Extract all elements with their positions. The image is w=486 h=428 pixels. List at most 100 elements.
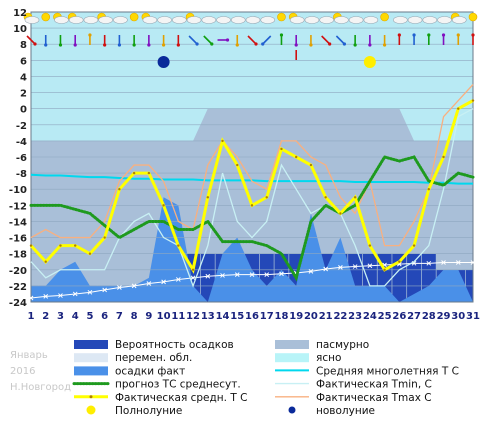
x-tick-label: 9 xyxy=(145,311,152,322)
wind-arrow-head xyxy=(471,33,475,37)
x-tick-label: 26 xyxy=(392,311,406,322)
x-tick-label: 7 xyxy=(116,311,123,322)
grid-layer xyxy=(30,11,474,303)
wind-arrow-head xyxy=(342,42,346,46)
x-tick-label: 22 xyxy=(333,311,347,322)
wind-arrow-head xyxy=(73,43,77,47)
legend-swatch xyxy=(275,353,309,363)
wind-arrow-icon xyxy=(26,35,36,45)
line-layer xyxy=(28,84,476,301)
cross-marker xyxy=(72,291,78,297)
cross-marker xyxy=(441,260,446,265)
actual-mean-point xyxy=(398,260,401,263)
x-tick-label: 24 xyxy=(363,311,377,322)
wind-arrow-icon xyxy=(203,35,213,45)
cross-marker xyxy=(146,281,152,286)
y-tick-label: -16 xyxy=(9,234,27,245)
x-tick-label: 28 xyxy=(422,311,436,322)
actual-mean-point xyxy=(250,204,254,207)
cross-marker xyxy=(352,264,358,269)
cross-marker xyxy=(220,273,225,278)
actual-mean-point xyxy=(353,196,357,199)
wind-arrow-head xyxy=(353,43,357,47)
actual-mean-point xyxy=(44,260,47,263)
legend-swatch xyxy=(288,406,296,414)
actual-mean-point xyxy=(236,163,239,167)
y-tick-label: -18 xyxy=(9,250,27,261)
y-tick-label: 2 xyxy=(20,89,27,100)
legend-label: пасмурно xyxy=(316,339,369,351)
cross-marker xyxy=(264,272,270,277)
cross-marker xyxy=(205,273,211,279)
y-tick-label: -6 xyxy=(16,153,27,164)
cloud-icon xyxy=(334,16,349,24)
sun-icon xyxy=(41,12,51,22)
legend-swatch xyxy=(275,340,309,349)
cloud-icon xyxy=(142,16,158,24)
actual-mean-point xyxy=(412,244,416,247)
wind-arrow-head xyxy=(176,43,180,47)
x-tick-label: 23 xyxy=(348,311,362,322)
y-tick-label: -20 xyxy=(9,266,27,277)
y-tick-label: 8 xyxy=(20,40,27,51)
cross-marker xyxy=(117,285,122,290)
cloud-icon xyxy=(113,16,128,24)
x-tick-label: 8 xyxy=(131,311,138,322)
cross-marker xyxy=(455,260,461,265)
actual-mean-point xyxy=(147,171,151,175)
legend-label: новолуние xyxy=(316,405,375,417)
x-tick-label: 27 xyxy=(407,311,421,322)
wind-arrow-head xyxy=(456,33,460,37)
x-tick-label: 29 xyxy=(437,311,451,322)
legend-label: осадки факт xyxy=(115,365,185,377)
actual-mean-point xyxy=(191,268,195,271)
cross-marker xyxy=(234,272,240,277)
cloud-icon xyxy=(304,16,320,24)
x-tick-label: 3 xyxy=(57,311,64,322)
side-caption: Январь 2016 Н.Новгород xyxy=(10,350,71,393)
actual-mean-point xyxy=(59,244,62,247)
x-tick-label: 14 xyxy=(216,311,230,322)
x-tick-label: 12 xyxy=(186,311,200,322)
wind-arrow-icon xyxy=(262,35,272,45)
cross-marker xyxy=(131,283,137,289)
wind-arrow-head xyxy=(88,33,92,37)
legend-label: Фактическая Tmin, C xyxy=(316,379,432,391)
legend-swatch xyxy=(74,340,108,349)
wind-arrow-head xyxy=(328,42,332,46)
x-tick-label: 15 xyxy=(230,311,244,322)
x-tick-label: 19 xyxy=(289,311,303,322)
legend-label: Вероятность осадков xyxy=(115,339,234,351)
plot-frame xyxy=(30,11,474,303)
sun-icon xyxy=(277,12,286,22)
actual-mean-point xyxy=(383,268,386,271)
actual-mean-point xyxy=(177,244,180,247)
y-tick-label: -22 xyxy=(9,282,27,293)
axis-layer: 121086420-2-4-6-8-10-12-14-16-18-20-22-2… xyxy=(9,8,480,322)
x-tick-label: 13 xyxy=(201,311,215,322)
wind-arrow-head xyxy=(132,43,136,47)
x-tick-label: 10 xyxy=(157,311,171,322)
cloud-icon xyxy=(83,16,99,24)
cloud-icon xyxy=(393,16,408,24)
cloud-icon xyxy=(407,16,423,24)
wind-arrow-head xyxy=(162,43,166,47)
cloud-icon xyxy=(68,16,84,24)
actual-mean-point xyxy=(74,244,77,247)
precip-probability-bar xyxy=(200,253,215,302)
cross-marker xyxy=(87,289,93,295)
cross-marker xyxy=(338,265,343,270)
precip-probability-bar xyxy=(407,253,422,302)
cloud-icon xyxy=(363,16,379,24)
wind-arrow-head xyxy=(279,33,284,37)
cloud-icon xyxy=(422,16,438,24)
y-tick-label: -2 xyxy=(16,121,27,132)
cloud-icon xyxy=(260,16,276,24)
tmax-line xyxy=(30,84,474,247)
wind-arrow-head xyxy=(147,43,151,47)
actual-mean-point xyxy=(103,236,106,239)
cloud-icon xyxy=(437,16,452,24)
legend-label: Фактическая средн. Т С xyxy=(115,392,247,404)
cross-marker xyxy=(43,294,49,299)
